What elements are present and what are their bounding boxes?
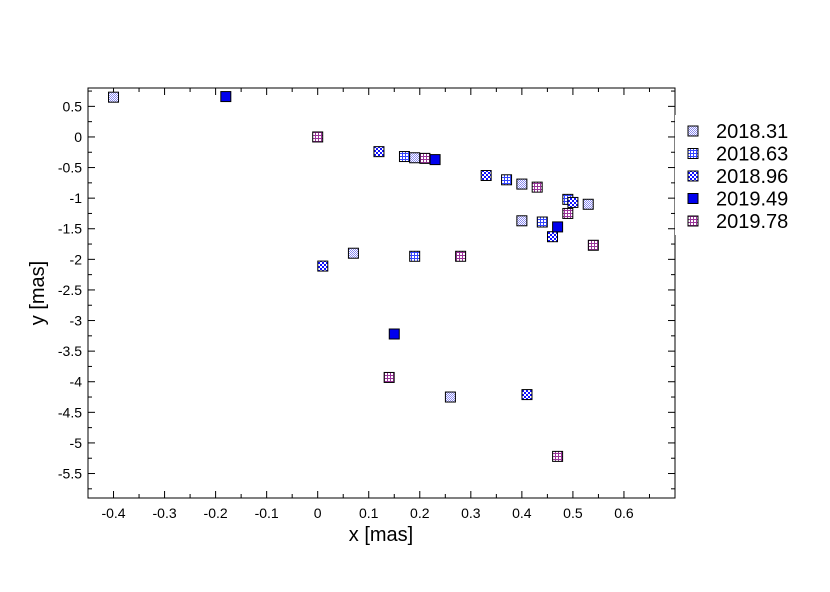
y-tick-label: -3 [70,313,83,329]
series-2018.96 [317,146,579,401]
x-tick-label: 0.6 [614,505,634,521]
legend-label: 2018.31 [716,121,788,143]
series-2018.31 [108,91,594,403]
legend-marker [687,215,699,227]
x-axis-label: x [mas] [349,524,413,546]
data-point [409,250,421,262]
y-tick-label: -1.5 [58,221,82,237]
y-tick-label: -4 [70,374,83,390]
data-point [516,178,528,190]
data-point [383,371,395,383]
data-point [444,391,456,403]
legend-label: 2019.49 [716,189,788,211]
y-tick-label: -5.5 [58,466,82,482]
y-tick-label: -5 [70,435,83,451]
data-point [347,247,359,259]
data-point [521,389,533,401]
data-point [567,196,579,208]
data-point [409,152,421,164]
axis-ticks [87,88,675,498]
data-point [373,146,385,158]
x-tick-label: 0.5 [563,505,583,521]
data-point [582,198,594,210]
data-point [562,207,574,219]
data-point [220,91,232,103]
data-point [455,250,467,262]
x-tick-label: 0.1 [359,505,379,521]
data-point [480,170,492,182]
data-point [317,260,329,272]
x-tick-label: 0.4 [512,505,532,521]
y-tick-label: -0.5 [58,160,82,176]
x-tick-label: 0.2 [410,505,430,521]
data-point [531,181,543,193]
x-tick-label: -0.2 [204,505,228,521]
data-point [388,328,400,340]
legend-marker [687,170,699,182]
data-point [501,174,513,186]
legend-label: 2018.96 [716,166,788,188]
legend-label: 2019.78 [716,211,788,233]
series-2018.63 [398,151,574,262]
y-axis-label: y [mas] [27,261,49,325]
data-point [536,216,548,228]
data-point [546,231,558,243]
y-tick-label: 0 [74,129,82,145]
data-point [552,221,564,233]
y-tick-label: 0.5 [63,98,83,114]
y-tick-label: -2.5 [58,282,82,298]
data-point [419,152,431,164]
data-point [108,91,120,103]
y-tick-label: -1 [70,190,83,206]
y-tick-label: -2 [70,251,83,267]
data-point [429,154,441,166]
y-tick-label: -4.5 [58,404,82,420]
series-2019.49 [220,91,564,340]
data-point [312,131,324,143]
x-tick-label: -0.4 [101,505,125,521]
data-point [587,239,599,251]
legend-marker [687,148,699,159]
plot-frame [87,87,676,499]
x-tick-label: 0.3 [461,505,481,521]
x-tick-label: -0.1 [255,505,279,521]
data-point [552,450,564,462]
legend-label: 2018.63 [716,144,788,166]
x-tick-label: 0 [314,505,322,521]
data-points [108,91,599,462]
x-tick-label: -0.3 [153,505,177,521]
y-tick-label: -3.5 [58,343,82,359]
series-2019.78 [312,131,599,462]
data-point [516,215,528,227]
axis-tick-labels: -0.4 -0.3 -0.2 -0.1 0 0.1 0.2 0.3 0.4 0.5 0.6 0.5 0 -… [58,98,634,521]
legend-marker [687,193,699,204]
legend-marker [687,125,699,137]
data-point [398,151,410,163]
